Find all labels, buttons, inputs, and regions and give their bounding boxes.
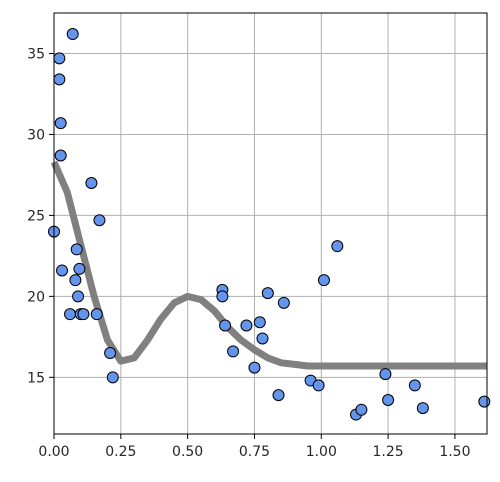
data-point [85, 177, 98, 190]
data-point [93, 214, 106, 227]
y-tick-label: 20 [27, 289, 45, 305]
x-axis-ticks: 0.00 0.25 0.50 0.75 1.00 1.25 1.50 [38, 434, 471, 460]
data-point [54, 149, 67, 162]
plot-area [54, 13, 487, 434]
data-point [53, 52, 66, 65]
data-point [379, 368, 392, 381]
data-point [355, 403, 368, 416]
x-tick-label: 0.50 [172, 444, 203, 460]
data-point [272, 389, 285, 402]
data-point [312, 379, 325, 392]
x-tick-label: 0.25 [105, 444, 136, 460]
data-point [317, 274, 330, 287]
data-point [90, 308, 103, 321]
data-point [53, 73, 66, 86]
plot-frame [53, 12, 488, 435]
x-tick-label: 1.50 [439, 444, 470, 460]
data-point [382, 393, 395, 406]
data-point [277, 296, 290, 309]
data-point [248, 361, 261, 374]
x-tick-label: 0.00 [38, 444, 69, 460]
data-point [69, 274, 82, 287]
data-point [416, 402, 429, 415]
data-point [408, 379, 421, 392]
data-point [77, 308, 90, 321]
y-tick-label: 30 [27, 127, 45, 143]
y-axis-ticks: 15 20 25 30 35 [27, 46, 54, 386]
data-point [70, 243, 83, 256]
data-point [253, 316, 266, 329]
data-point [227, 345, 240, 358]
data-points-layer [48, 28, 491, 421]
data-point [73, 262, 86, 275]
data-point [104, 347, 117, 360]
data-point [106, 371, 119, 384]
x-tick-label: 1.25 [373, 444, 404, 460]
y-tick-label: 15 [27, 370, 45, 386]
y-tick-label: 25 [27, 208, 45, 224]
data-point [256, 332, 269, 345]
x-tick-label: 1.00 [306, 444, 337, 460]
data-point [64, 308, 77, 321]
data-point [66, 28, 79, 41]
data-point [331, 240, 344, 253]
data-point [219, 319, 232, 332]
data-point [72, 290, 85, 303]
x-tick-label: 0.75 [239, 444, 270, 460]
grid-lines [53, 13, 487, 434]
data-point [54, 117, 67, 130]
data-point [216, 290, 229, 303]
data-point [261, 287, 274, 300]
data-point [240, 319, 253, 332]
data-point [478, 395, 491, 408]
y-tick-label: 35 [27, 46, 45, 62]
data-point [56, 264, 69, 277]
